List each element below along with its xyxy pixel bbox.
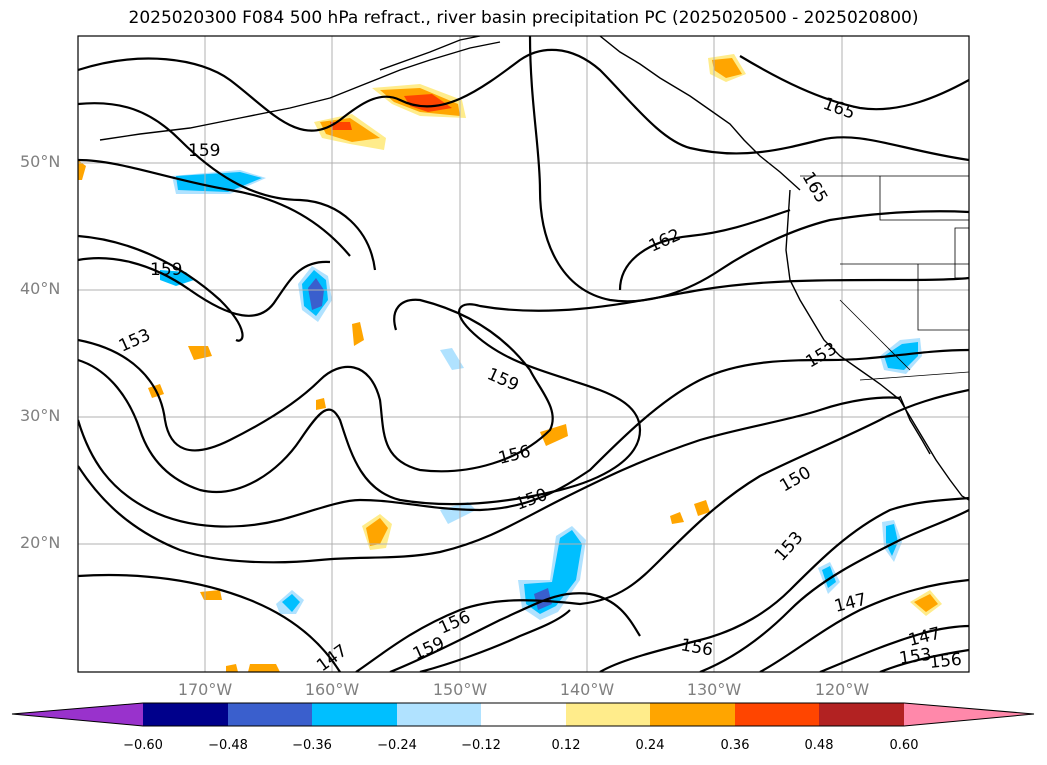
patch-positive	[404, 94, 452, 112]
colorbar-outline	[11, 702, 1035, 727]
colorbar-tick-label: −0.48	[208, 738, 248, 753]
patch-negative	[282, 594, 300, 612]
map-gridlines	[78, 36, 969, 672]
colorbar-tick-label: 0.60	[889, 738, 919, 753]
colorbar-extend-low	[12, 703, 143, 726]
colorbar-tick-label: 0.36	[720, 738, 750, 753]
height-contours	[78, 36, 969, 672]
lon-label-130w: 130°W	[686, 680, 742, 699]
patch-positive	[226, 664, 238, 672]
patch-negative	[884, 342, 918, 370]
patch-positive	[316, 398, 326, 410]
patch-negative	[176, 172, 262, 192]
lat-label-20n: 20°N	[20, 533, 61, 552]
coastlines	[99, 36, 969, 501]
patch-positive	[248, 664, 280, 672]
colorbar-tick-label: 0.24	[635, 738, 665, 753]
patch-negative	[534, 588, 552, 610]
colorbar-segment	[143, 703, 228, 726]
patch-positive	[914, 594, 938, 612]
patch-positive	[540, 424, 568, 446]
colorbar-segment	[312, 703, 397, 726]
lon-label-160w: 160°W	[304, 680, 360, 699]
map-title: 2025020300 F084 500 hPa refract., river …	[128, 8, 919, 28]
colorbar-tick-label: −0.12	[461, 738, 501, 753]
colorbar-segment	[819, 703, 904, 726]
patch-negative	[822, 566, 836, 588]
patch-positive	[188, 346, 212, 360]
patch-positive	[694, 500, 710, 516]
colorbar-tick-label: 0.48	[804, 738, 834, 753]
lon-label-150w: 150°W	[432, 680, 488, 699]
patch-positive	[366, 518, 388, 546]
colorbar-segment	[650, 703, 735, 726]
contour-label: 159	[188, 141, 220, 161]
colorbar-segment	[566, 703, 650, 726]
colorbar-segment	[228, 703, 312, 726]
colorbar-segment	[397, 703, 481, 726]
political-borders	[800, 175, 969, 381]
colorbar-segment	[735, 703, 819, 726]
lon-label-120w: 120°W	[814, 680, 870, 699]
colorbar-tick-label: 0.12	[551, 738, 581, 753]
colorbar-tick-label: −0.60	[123, 738, 163, 753]
map-frame	[77, 35, 970, 673]
colorbar	[11, 702, 1035, 727]
patch-positive	[670, 512, 684, 524]
lat-label-30n: 30°N	[20, 406, 61, 425]
lat-label-50n: 50°N	[20, 152, 61, 171]
contour-label: 159	[150, 260, 182, 280]
patch-positive	[78, 160, 86, 180]
patch-negative	[886, 524, 898, 556]
precip-patches	[78, 54, 942, 672]
colorbar-tick-label: −0.24	[377, 738, 417, 753]
colorbar-extend-high	[904, 703, 1034, 726]
lon-label-140w: 140°W	[559, 680, 615, 699]
contour-label: 153	[898, 645, 933, 669]
lon-label-170w: 170°W	[177, 680, 233, 699]
colorbar-tick-label: −0.36	[292, 738, 332, 753]
colorbar-segment	[481, 703, 566, 726]
patch-positive	[712, 58, 742, 78]
patch-negative	[308, 278, 324, 310]
lat-label-40n: 40°N	[20, 279, 61, 298]
patch-negative	[440, 348, 464, 370]
contour-label: 156	[928, 650, 962, 673]
patch-positive	[352, 322, 364, 346]
